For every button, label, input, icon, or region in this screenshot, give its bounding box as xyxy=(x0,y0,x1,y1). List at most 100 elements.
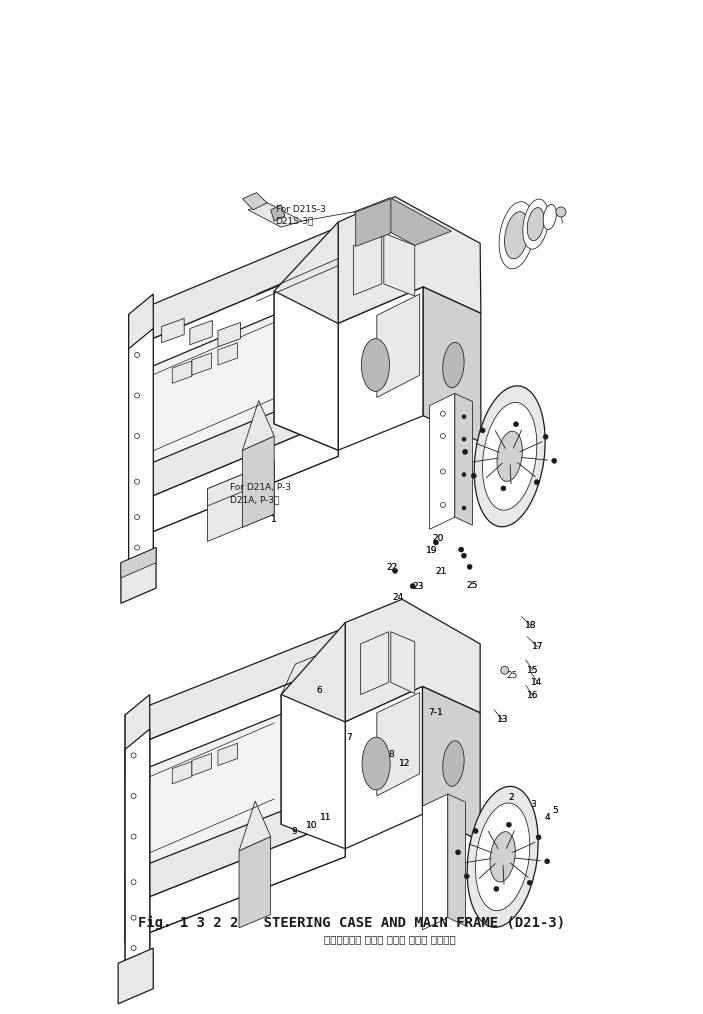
Text: 23: 23 xyxy=(412,582,423,590)
Polygon shape xyxy=(129,294,153,583)
Circle shape xyxy=(527,880,532,885)
Circle shape xyxy=(131,753,136,757)
Polygon shape xyxy=(345,686,423,849)
Ellipse shape xyxy=(497,431,522,482)
Polygon shape xyxy=(243,401,274,450)
Text: 24: 24 xyxy=(392,593,404,601)
Ellipse shape xyxy=(490,831,515,882)
Text: 4: 4 xyxy=(545,813,550,821)
Text: ステアリング ケース および メイン フレーム: ステアリング ケース および メイン フレーム xyxy=(324,934,456,944)
Polygon shape xyxy=(125,661,345,942)
Circle shape xyxy=(131,880,136,884)
Text: 15: 15 xyxy=(527,666,538,674)
Text: 1: 1 xyxy=(271,515,277,523)
Polygon shape xyxy=(361,632,389,695)
Circle shape xyxy=(473,828,478,834)
Polygon shape xyxy=(218,743,238,766)
Text: 18: 18 xyxy=(525,622,536,630)
Polygon shape xyxy=(129,261,338,376)
Polygon shape xyxy=(125,661,345,777)
Circle shape xyxy=(471,474,476,479)
Polygon shape xyxy=(218,343,238,365)
Circle shape xyxy=(494,886,499,891)
Circle shape xyxy=(134,546,140,550)
Text: For D21S-3: For D21S-3 xyxy=(276,206,325,214)
Polygon shape xyxy=(125,786,345,907)
Ellipse shape xyxy=(505,212,529,259)
Text: 20: 20 xyxy=(432,534,444,542)
Ellipse shape xyxy=(474,386,546,526)
Polygon shape xyxy=(423,794,448,930)
Polygon shape xyxy=(248,203,302,227)
Circle shape xyxy=(392,569,398,573)
Text: 18: 18 xyxy=(525,622,536,630)
Polygon shape xyxy=(384,233,415,296)
Circle shape xyxy=(134,480,140,484)
Polygon shape xyxy=(243,193,267,210)
Polygon shape xyxy=(129,385,338,506)
Text: Fig. 1 3 2 2   STEERING CASE AND MAIN FRAME (D21-3): Fig. 1 3 2 2 STEERING CASE AND MAIN FRAM… xyxy=(138,916,565,930)
Text: 25: 25 xyxy=(467,581,478,589)
Text: 11: 11 xyxy=(320,813,331,821)
Polygon shape xyxy=(448,794,465,926)
Polygon shape xyxy=(121,548,156,603)
Text: 21: 21 xyxy=(435,568,446,576)
Circle shape xyxy=(501,666,509,674)
Text: 10: 10 xyxy=(306,821,317,829)
Text: For D21A, P-3: For D21A, P-3 xyxy=(230,484,291,492)
Circle shape xyxy=(456,850,460,855)
Text: 7-1: 7-1 xyxy=(428,709,442,717)
Text: 4: 4 xyxy=(545,813,550,821)
Ellipse shape xyxy=(523,199,548,249)
Circle shape xyxy=(545,859,550,864)
Circle shape xyxy=(134,434,140,438)
Text: 25: 25 xyxy=(506,671,517,679)
Polygon shape xyxy=(172,762,192,784)
Circle shape xyxy=(513,422,518,427)
Polygon shape xyxy=(207,461,274,541)
Polygon shape xyxy=(129,329,153,583)
Text: 12: 12 xyxy=(399,759,410,768)
Text: 3: 3 xyxy=(530,800,536,808)
Polygon shape xyxy=(356,199,391,246)
Polygon shape xyxy=(125,819,345,942)
Text: 16: 16 xyxy=(527,692,538,700)
Polygon shape xyxy=(118,948,153,1004)
Text: 15: 15 xyxy=(527,666,538,674)
Circle shape xyxy=(556,207,566,217)
Circle shape xyxy=(462,473,466,477)
Text: 14: 14 xyxy=(531,678,542,686)
Ellipse shape xyxy=(361,339,389,391)
Text: 5: 5 xyxy=(552,806,557,814)
Text: 9: 9 xyxy=(291,827,297,836)
Circle shape xyxy=(131,835,136,839)
Polygon shape xyxy=(423,686,480,841)
Polygon shape xyxy=(274,222,338,450)
Circle shape xyxy=(134,515,140,519)
Polygon shape xyxy=(129,419,338,541)
Polygon shape xyxy=(239,801,271,851)
Circle shape xyxy=(480,428,485,433)
Text: 7: 7 xyxy=(347,733,352,741)
Polygon shape xyxy=(430,393,455,529)
Circle shape xyxy=(458,548,464,552)
Circle shape xyxy=(536,835,541,840)
Circle shape xyxy=(131,916,136,920)
Text: 2: 2 xyxy=(508,793,514,801)
Text: 3: 3 xyxy=(530,800,536,808)
Text: 8: 8 xyxy=(388,750,394,758)
Text: 20: 20 xyxy=(432,534,444,542)
Text: 19: 19 xyxy=(426,547,437,555)
Polygon shape xyxy=(391,632,415,694)
Polygon shape xyxy=(271,205,285,221)
Text: 23: 23 xyxy=(412,582,423,590)
Circle shape xyxy=(134,353,140,357)
Polygon shape xyxy=(354,234,382,295)
Text: 14: 14 xyxy=(531,678,542,686)
Ellipse shape xyxy=(482,403,537,510)
Polygon shape xyxy=(455,393,472,525)
Polygon shape xyxy=(218,322,240,347)
Polygon shape xyxy=(125,695,150,984)
Polygon shape xyxy=(281,695,345,849)
Polygon shape xyxy=(172,361,192,383)
